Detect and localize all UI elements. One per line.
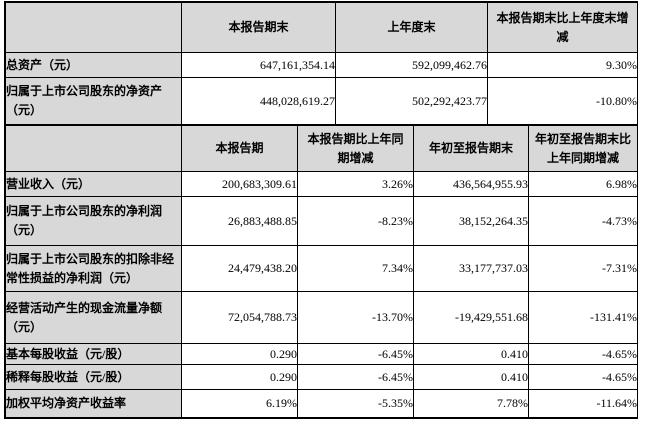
header-prior-year-end: 上年度末 [335, 2, 488, 53]
value-current-period: 200,683,309.61 [181, 171, 298, 197]
row-label: 基本每股收益（元/股） [5, 343, 182, 365]
row-label: 营业收入（元） [5, 171, 182, 197]
value-ytd: 7.78% [413, 389, 529, 418]
value-prior-year-end: 592,099,462.76 [335, 52, 488, 78]
table-row-weighted-avg-roe: 加权平均净资产收益率 6.19% -5.35% 7.78% -11.64% [5, 389, 638, 418]
header-ytd-yoy-change: 年初至报告期末比上年同期增减 [528, 125, 638, 172]
value-ytd: -19,429,551.68 [413, 291, 529, 344]
table-row-operating-cash-flow: 经营活动产生的现金流量净额（元） 72,054,788.73 -13.70% -… [5, 291, 638, 344]
header-current-period: 本报告期 [181, 125, 298, 172]
value-yoy-change: 3.26% [297, 171, 414, 197]
value-yoy-change: -8.23% [297, 196, 414, 246]
row-label: 归属于上市公司股东的净资产（元） [5, 77, 182, 125]
value-current-period: 0.290 [181, 343, 298, 365]
header-current-period-end: 本报告期末 [181, 2, 336, 53]
value-yoy-change: -6.45% [297, 364, 414, 390]
value-change: -10.80% [487, 77, 638, 125]
table-row-operating-revenue: 营业收入（元） 200,683,309.61 3.26% 436,564,955… [5, 171, 638, 197]
row-label: 归属于上市公司股东的净利润（元） [5, 196, 182, 246]
header-period-end-change: 本报告期末比上年度末增减 [487, 2, 638, 53]
header-ytd: 年初至报告期末 [413, 125, 529, 172]
table-row-net-assets: 归属于上市公司股东的净资产（元） 448,028,619.27 502,292,… [5, 77, 638, 125]
value-ytd-yoy-change: -4.65% [528, 364, 638, 390]
table-row-net-profit: 归属于上市公司股东的净利润（元） 26,883,488.85 -8.23% 38… [5, 196, 638, 246]
table-header-row: 本报告期 本报告期比上年同期增减 年初至报告期末 年初至报告期末比上年同期增减 [5, 125, 638, 172]
value-current-period: 26,883,488.85 [181, 196, 298, 246]
value-current-period-end: 448,028,619.27 [181, 77, 336, 125]
value-ytd: 436,564,955.93 [413, 171, 529, 197]
value-ytd-yoy-change: -4.73% [528, 196, 638, 246]
header-empty-cell [5, 2, 182, 53]
row-label: 总资产（元） [5, 52, 182, 78]
row-label: 经营活动产生的现金流量净额（元） [5, 291, 182, 344]
table-row-basic-eps: 基本每股收益（元/股） 0.290 -6.45% 0.410 -4.65% [5, 343, 638, 365]
value-prior-year-end: 502,292,423.77 [335, 77, 488, 125]
table-row-total-assets: 总资产（元） 647,161,354.14 592,099,462.76 9.3… [5, 52, 638, 78]
value-ytd-yoy-change: -7.31% [528, 245, 638, 292]
value-ytd-yoy-change: -131.41% [528, 291, 638, 344]
value-yoy-change: -13.70% [297, 291, 414, 344]
table-row-diluted-eps: 稀释每股收益（元/股） 0.290 -6.45% 0.410 -4.65% [5, 364, 638, 390]
value-ytd-yoy-change: -11.64% [528, 389, 638, 418]
value-yoy-change: -5.35% [297, 389, 414, 418]
value-ytd-yoy-change: 6.98% [528, 171, 638, 197]
header-empty-cell [5, 125, 182, 172]
table-header-row: 本报告期末 上年度末 本报告期末比上年度末增减 [5, 2, 638, 53]
value-yoy-change: -6.45% [297, 343, 414, 365]
value-ytd: 0.410 [413, 364, 529, 390]
period-end-table: 本报告期末 上年度末 本报告期末比上年度末增减 总资产（元） 647,161,3… [5, 2, 638, 125]
value-ytd-yoy-change: -4.65% [528, 343, 638, 365]
value-current-period: 72,054,788.73 [181, 291, 298, 344]
row-label: 归属于上市公司股东的扣除非经常性损益的净利润（元） [5, 245, 182, 292]
reporting-period-table: 本报告期 本报告期比上年同期增减 年初至报告期末 年初至报告期末比上年同期增减 … [5, 125, 638, 418]
value-yoy-change: 7.34% [297, 245, 414, 292]
table-row-net-profit-excl-nonrecurring: 归属于上市公司股东的扣除非经常性损益的净利润（元） 24,479,438.20 … [5, 245, 638, 292]
value-ytd: 38,152,264.35 [413, 196, 529, 246]
value-ytd: 33,177,737.03 [413, 245, 529, 292]
row-label: 稀释每股收益（元/股） [5, 364, 182, 390]
value-change: 9.30% [487, 52, 638, 78]
value-current-period: 0.290 [181, 364, 298, 390]
row-label: 加权平均净资产收益率 [5, 389, 182, 418]
value-ytd: 0.410 [413, 343, 529, 365]
value-current-period: 24,479,438.20 [181, 245, 298, 292]
header-yoy-change: 本报告期比上年同期增减 [297, 125, 414, 172]
value-current-period: 6.19% [181, 389, 298, 418]
value-current-period-end: 647,161,354.14 [181, 52, 336, 78]
financial-summary-table: 本报告期末 上年度末 本报告期末比上年度末增减 总资产（元） 647,161,3… [4, 1, 638, 419]
